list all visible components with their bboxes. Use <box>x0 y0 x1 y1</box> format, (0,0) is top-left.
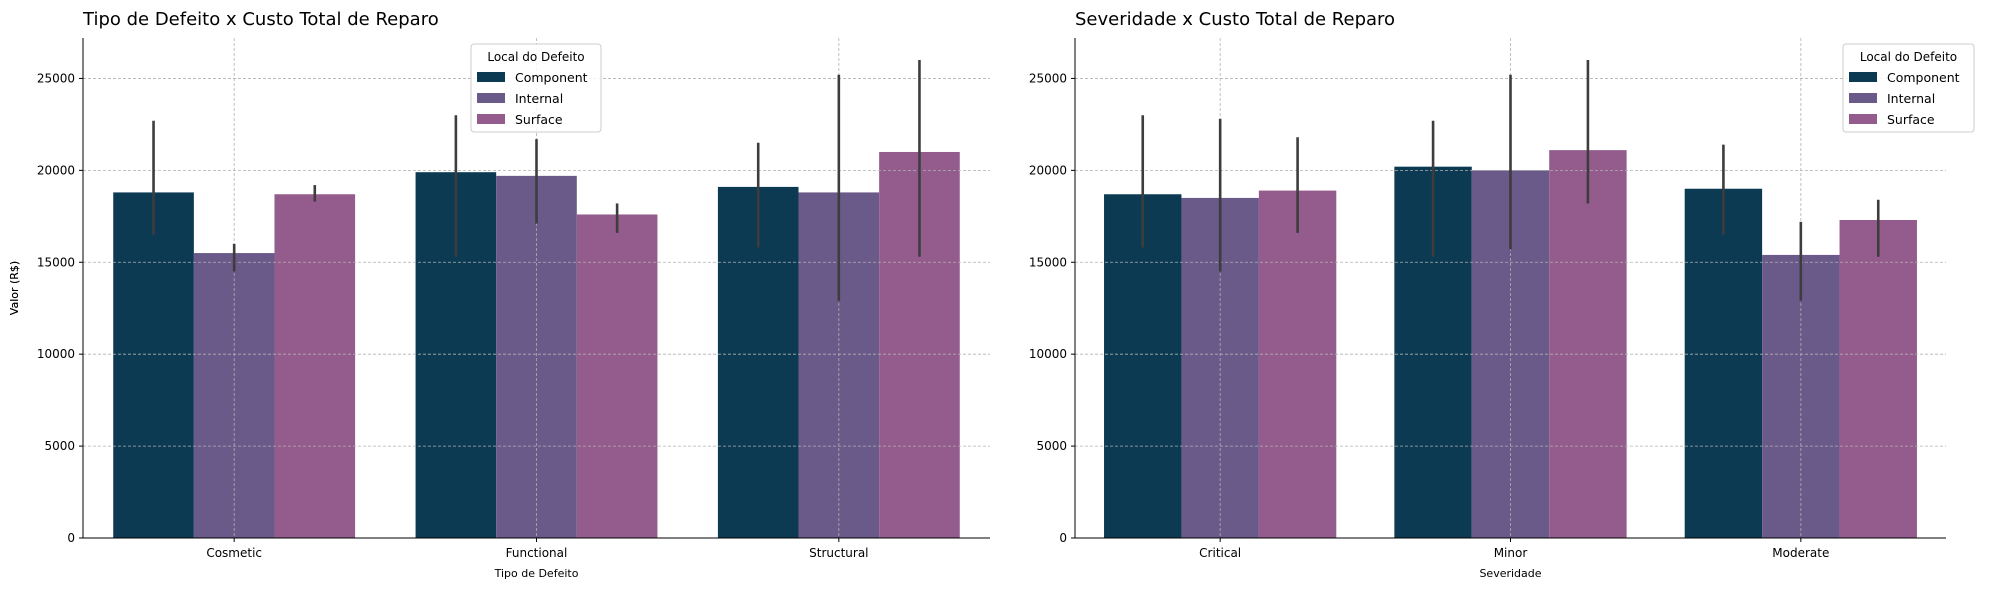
chart-title: Severidade x Custo Total de Reparo <box>1075 9 1395 30</box>
bar-internal-functional <box>496 175 577 538</box>
y-axis-label: Valor (R$) <box>8 261 21 315</box>
legend-title: Local do Defeito <box>1860 50 1957 64</box>
x-axis-label: Severidade <box>1479 567 1541 580</box>
x-tick-label: Functional <box>506 546 568 560</box>
legend-swatch-internal <box>1849 93 1877 103</box>
legend-swatch-component <box>1849 72 1877 82</box>
y-tick-label: 0 <box>1059 531 1067 545</box>
bar-component-cosmetic <box>113 192 194 539</box>
legend-swatch-surface <box>1849 114 1877 124</box>
chart-panel-2: 0 5000 10000 15000 20000 25000 Critical Minor Mo… <box>8 9 1975 580</box>
legend-label-component: Component <box>515 70 588 85</box>
legend-swatch-surface <box>477 114 505 124</box>
bar-surface-minor <box>1549 150 1627 538</box>
y-tick-label: 25000 <box>37 71 75 85</box>
legend: Local do Defeito Component Internal Surface <box>1842 43 1975 133</box>
bar-surface-cosmetic <box>274 194 356 538</box>
y-tick-label: 25000 <box>1029 71 1067 85</box>
x-tick-label: Moderate <box>1772 546 1829 560</box>
y-axis-label: Valor (R$) <box>8 261 21 315</box>
legend-label-component: Component <box>1887 70 1960 85</box>
y-tick-label: 15000 <box>1029 255 1067 269</box>
legend-swatch-internal <box>477 93 505 103</box>
y-tick-label: 5000 <box>1036 439 1067 453</box>
legend-label-surface: Surface <box>515 112 563 127</box>
legend-label-surface: Surface <box>1887 112 1935 127</box>
legend-label-internal: Internal <box>515 91 563 106</box>
y-tick-label: 5000 <box>44 439 75 453</box>
y-tick-label: 10000 <box>37 347 75 361</box>
legend-box <box>470 43 602 133</box>
y-tick-label: 20000 <box>37 163 75 177</box>
legend-title: Local do Defeito <box>487 50 584 64</box>
legend-box <box>1842 43 1975 133</box>
chart-title: Tipo de Defeito x Custo Total de Reparo <box>82 9 439 30</box>
x-tick-label: Critical <box>1199 546 1241 560</box>
bar-component-critical <box>1104 194 1182 538</box>
legend: Local do Defeito Component Internal Surface <box>470 43 602 133</box>
legend-swatch-component <box>477 72 505 82</box>
bar-surface-critical <box>1258 190 1337 538</box>
x-axis-label: Tipo de Defeito <box>494 567 579 580</box>
chart-panel-1: 0 5000 10000 15000 20000 25000 Cosmetic Functio… <box>8 9 990 580</box>
legend-label-internal: Internal <box>1887 91 1935 106</box>
y-tick-label: 10000 <box>1029 347 1067 361</box>
bar-surface-functional <box>576 214 658 538</box>
bar-surface-moderate <box>1839 219 1917 538</box>
bar-component-moderate <box>1684 188 1763 538</box>
x-tick-label: Minor <box>1494 546 1528 560</box>
y-tick-label: 20000 <box>1029 163 1067 177</box>
y-tick-label: 15000 <box>37 255 75 269</box>
x-tick-label: Cosmetic <box>206 546 262 560</box>
y-tick-label: 0 <box>67 531 75 545</box>
x-tick-label: Structural <box>809 546 868 560</box>
